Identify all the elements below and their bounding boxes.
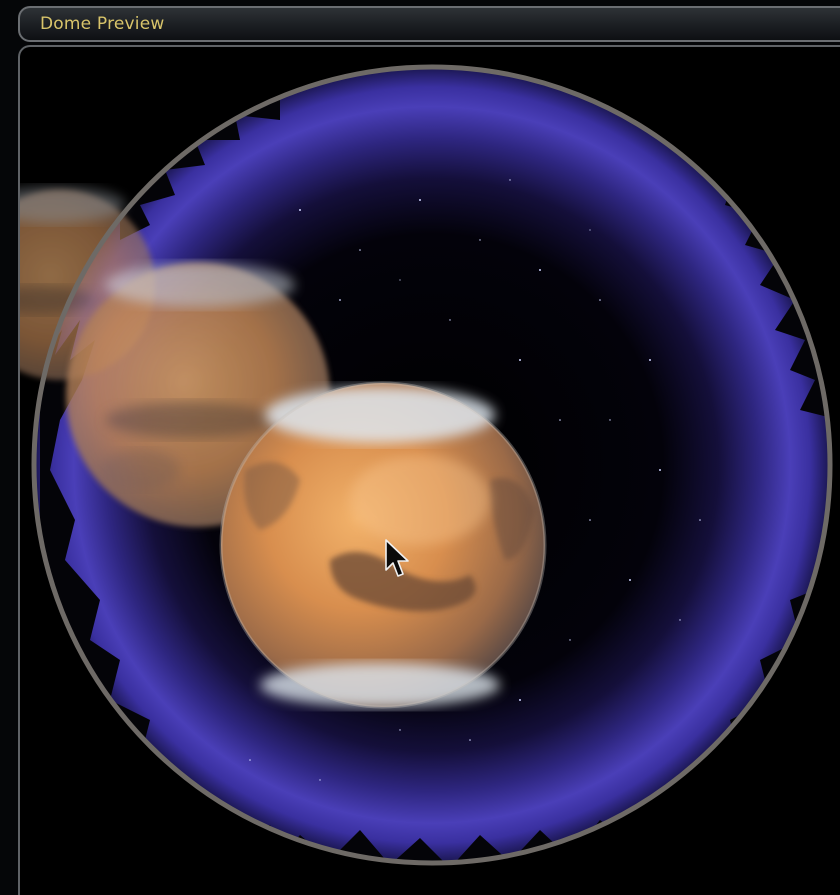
star-field xyxy=(249,179,701,781)
planet-mars-main[interactable] xyxy=(219,381,547,709)
panel-title-bar[interactable]: Dome Preview xyxy=(18,6,840,42)
panel-title: Dome Preview xyxy=(40,14,165,34)
arrow-cursor-icon xyxy=(385,539,409,577)
dome-boundary-ring xyxy=(31,64,833,866)
